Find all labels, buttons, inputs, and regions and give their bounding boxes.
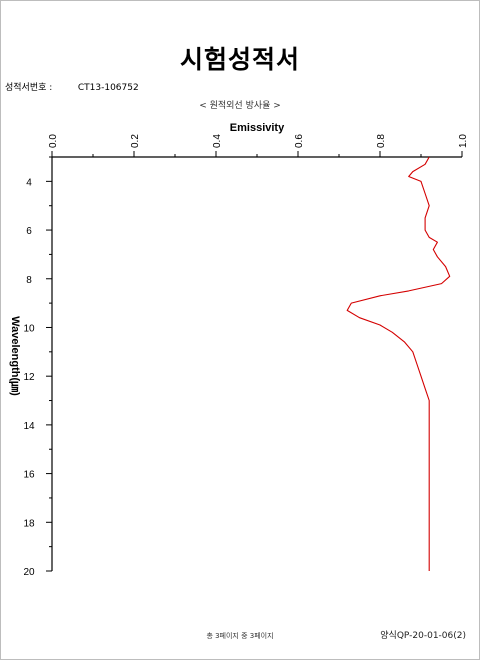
x-tick-label: 0.6 [294,134,305,148]
y-tick-label: 16 [23,470,35,481]
y-tick-label: 8 [26,275,32,286]
x-tick-label: 0.4 [212,134,223,148]
certificate-number-line: 성적서번호 : CT13-106752 [5,80,139,93]
certificate-number: CT13-106752 [77,83,139,93]
x-tick-label: 0.8 [376,134,387,148]
y-axis-title: Wavelength(㎛) [9,316,21,396]
emissivity-line [346,156,451,571]
y-tick-label: 6 [26,226,32,237]
certificate-number-label: 성적서번호 : [5,83,53,93]
x-tick-label: 0.0 [48,134,59,148]
page-count: 총 3페이지 중 3페이지 [206,632,274,640]
x-tick-label: 0.2 [130,134,141,148]
y-tick-label: 4 [26,177,32,188]
y-tick-label: 14 [23,421,35,432]
y-tick-label: 12 [23,372,35,383]
chart-tick-labels: 0.0 0.2 0.4 0.6 0.8 1.0 4 6 8 10 12 14 16 18 20 [23,134,469,578]
chart-axes [51,156,462,571]
y-tick-label: 20 [23,567,35,578]
chart-series [346,156,451,571]
form-code: 양식QP-20-01-06(2) [380,631,466,641]
y-tick-label: 10 [23,323,35,334]
page-title: 시험성적서 [179,45,300,74]
y-tick-label: 18 [23,518,35,529]
chart-ticks [46,151,463,572]
x-tick-label: 1.0 [458,134,469,148]
chart-subtitle: < 원적외선 방사율 > [199,101,281,111]
x-axis-title: Emissivity [230,122,285,134]
